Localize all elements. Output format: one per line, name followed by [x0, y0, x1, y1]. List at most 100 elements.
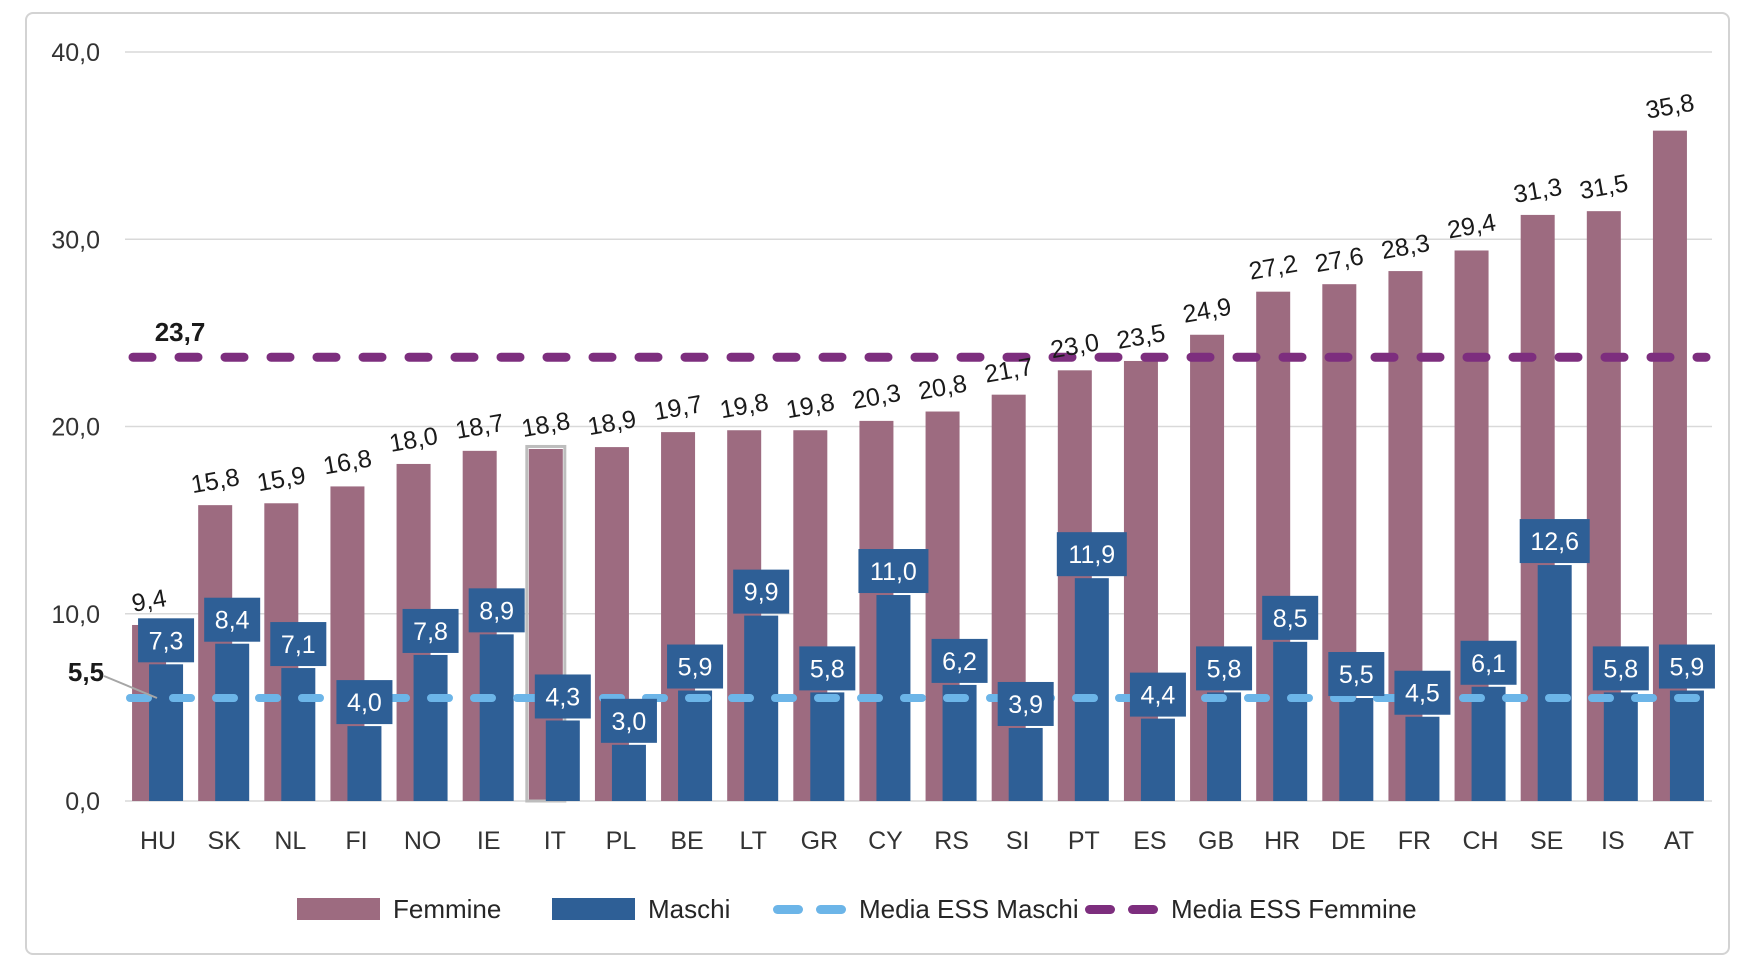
- label-maschi-GB: 5,8: [1207, 655, 1242, 683]
- label-femmine-NL: 15,9: [255, 461, 308, 497]
- label-femmine-FI: 16,8: [321, 444, 374, 480]
- label-box-maschi-NL: [270, 622, 327, 667]
- label-femmine-BE: 19,7: [652, 390, 705, 426]
- label-maschi-BE: 5,9: [678, 654, 713, 682]
- label-femmine-HR: 27,2: [1247, 250, 1300, 286]
- label-maschi-IE: 8,9: [479, 597, 514, 625]
- label-maschi-HR: 8,5: [1273, 605, 1308, 633]
- label-box-maschi-AT: [1658, 644, 1715, 689]
- label-maschi-FI: 4,0: [347, 689, 382, 717]
- bar-maschi-SK: [215, 643, 250, 801]
- x-label-SK: SK: [208, 827, 242, 855]
- bar-maschi-IE: [479, 634, 514, 801]
- x-label-PT: PT: [1068, 827, 1100, 855]
- label-box-maschi-DE: [1328, 652, 1385, 697]
- label-maschi-HU: 7,3: [149, 627, 184, 655]
- label-maschi-CY: 11,0: [870, 558, 917, 586]
- y-tick-label-0: 0,0: [65, 788, 100, 816]
- x-label-NL: NL: [274, 827, 306, 855]
- label-maschi-NL: 7,1: [281, 631, 316, 659]
- label-box-maschi-IE: [468, 588, 525, 633]
- bar-maschi-PL: [611, 744, 646, 801]
- x-label-FR: FR: [1398, 827, 1431, 855]
- label-box-maschi-NO: [402, 608, 459, 653]
- y-tick-label-20: 20,0: [51, 414, 100, 442]
- label-femmine-LT: 19,8: [718, 388, 771, 424]
- x-label-CH: CH: [1463, 827, 1499, 855]
- bar-maschi-SE: [1537, 565, 1572, 801]
- bar-maschi-NL: [281, 668, 316, 801]
- y-tick-label-10: 10,0: [51, 601, 100, 629]
- label-box-maschi-SK: [204, 597, 261, 642]
- label-maschi-PL: 3,0: [612, 708, 647, 736]
- label-box-maschi-PL: [600, 698, 657, 743]
- label-box-maschi-ES: [1129, 672, 1186, 717]
- label-box-maschi-PT: [1056, 532, 1127, 577]
- y-tick-label-30: 30,0: [51, 226, 100, 254]
- label-maschi-RS: 6,2: [942, 648, 977, 676]
- label-maschi-AT: 5,9: [1670, 654, 1705, 682]
- label-box-maschi-IT: [534, 674, 591, 719]
- legend-label-maschi: Maschi: [648, 893, 731, 924]
- x-label-CY: CY: [868, 827, 903, 855]
- bar-maschi-DE: [1339, 698, 1374, 801]
- bar-maschi-RS: [942, 684, 977, 801]
- label-box-maschi-GR: [799, 646, 856, 691]
- x-label-HU: HU: [140, 827, 176, 855]
- label-maschi-CH: 6,1: [1471, 650, 1506, 678]
- x-label-AT: AT: [1664, 827, 1694, 855]
- label-femmine-RS: 20,8: [916, 370, 969, 406]
- x-label-BE: BE: [670, 827, 703, 855]
- label-femmine-PT: 23,0: [1048, 328, 1101, 364]
- label-maschi-NO: 7,8: [413, 618, 448, 646]
- x-label-RS: RS: [934, 827, 969, 855]
- x-label-HR: HR: [1264, 827, 1300, 855]
- x-label-NO: NO: [404, 827, 442, 855]
- label-maschi-PT: 11,9: [1068, 541, 1115, 569]
- media-ess-femmine-value-label: 23,7: [155, 317, 206, 347]
- dash-icon: [773, 904, 803, 914]
- label-femmine-DE: 27,6: [1313, 242, 1366, 278]
- media-ess-maschi-leader-line: [103, 675, 158, 699]
- label-box-maschi-IS: [1592, 646, 1649, 691]
- label-box-maschi-BE: [667, 644, 724, 689]
- label-box-maschi-FR: [1394, 670, 1451, 715]
- chart-legend: Femmine Maschi Media ESS Maschi Media ES…: [0, 885, 1762, 933]
- bar-maschi-FI: [347, 726, 382, 801]
- bar-femmine-AT: [1652, 130, 1687, 801]
- legend-swatch-maschi: [552, 898, 635, 920]
- legend-label-media-ess-femmine: Media ESS Femmine: [1171, 893, 1417, 924]
- label-femmine-ES: 23,5: [1115, 319, 1168, 355]
- media-ess-maschi-value-label: 5,5: [68, 657, 104, 687]
- x-label-FI: FI: [345, 827, 367, 855]
- x-label-ES: ES: [1133, 827, 1166, 855]
- label-box-maschi-CY: [858, 549, 929, 594]
- x-label-DE: DE: [1331, 827, 1366, 855]
- label-box-maschi-CH: [1460, 640, 1517, 685]
- bar-maschi-NO: [413, 654, 448, 801]
- legend-item-media-ess-femmine: Media ESS Femmine: [1085, 885, 1417, 933]
- label-femmine-AT: 35,8: [1644, 89, 1697, 125]
- legend-swatch-media-ess-maschi: [773, 904, 846, 914]
- label-box-maschi-HR: [1262, 595, 1319, 640]
- x-label-SI: SI: [1006, 827, 1030, 855]
- bar-maschi-SI: [1008, 727, 1043, 801]
- label-femmine-FR: 28,3: [1379, 229, 1432, 265]
- x-label-IE: IE: [477, 827, 501, 855]
- x-label-PL: PL: [606, 827, 637, 855]
- label-maschi-SK: 8,4: [215, 607, 250, 635]
- label-femmine-GR: 19,8: [784, 388, 837, 424]
- label-femmine-SE: 31,3: [1511, 173, 1564, 209]
- x-label-GR: GR: [801, 827, 839, 855]
- x-label-IT: IT: [544, 827, 566, 855]
- label-maschi-DE: 5,5: [1339, 661, 1374, 689]
- label-femmine-GB: 24,9: [1181, 293, 1234, 329]
- label-maschi-LT: 9,9: [744, 579, 779, 607]
- label-femmine-NO: 18,0: [387, 422, 440, 458]
- legend-item-femmine: Femmine: [297, 885, 501, 933]
- legend-label-media-ess-maschi: Media ESS Maschi: [859, 893, 1079, 924]
- bar-maschi-HR: [1273, 641, 1308, 801]
- x-label-SE: SE: [1530, 827, 1563, 855]
- x-label-GB: GB: [1198, 827, 1234, 855]
- label-femmine-IT: 18,8: [519, 407, 572, 443]
